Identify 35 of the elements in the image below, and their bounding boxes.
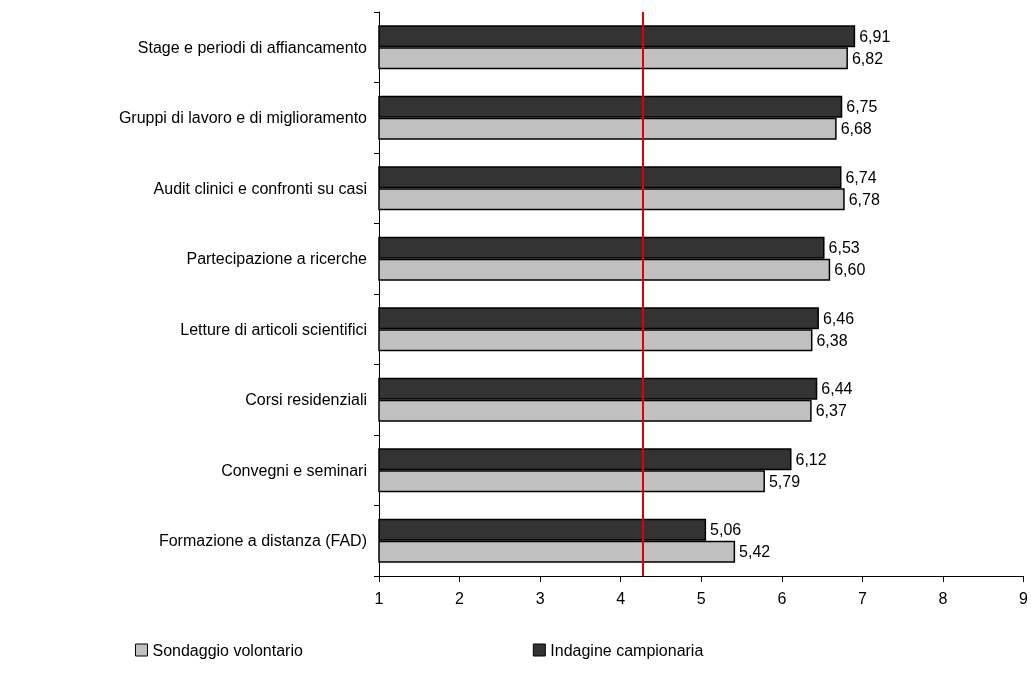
- data-label: 6,82: [851, 49, 884, 67]
- y-tick-label: Letture di articoli scientifici: [180, 320, 367, 338]
- x-tick-label: 6: [777, 589, 787, 607]
- data-label: 5,42: [739, 543, 771, 561]
- x-tick-label: 8: [938, 589, 948, 607]
- data-label: 6,53: [828, 239, 860, 257]
- y-tick-label: Corsi residenziali: [245, 391, 367, 409]
- legend-label: Indagine campionaria: [550, 641, 704, 659]
- data-label: 6,12: [795, 450, 827, 468]
- y-tick-label: Formazione a distanza (FAD): [158, 532, 367, 550]
- x-tick-label: 3: [535, 589, 545, 607]
- data-label: 6,68: [840, 120, 872, 138]
- data-label: 6,37: [815, 402, 847, 420]
- y-tick-label: Audit clinici e confronti su casi: [153, 179, 367, 197]
- y-tick-label: Gruppi di lavoro e di miglioramento: [118, 109, 368, 127]
- data-label: 5,06: [710, 521, 742, 539]
- y-tick-label: Partecipazione a ricerche: [186, 250, 368, 268]
- data-label: 6,78: [848, 190, 880, 208]
- data-label: 6,44: [821, 380, 853, 398]
- x-tick-label: 7: [857, 589, 867, 607]
- y-tick-label: Stage e periodi di affiancamento: [137, 38, 368, 56]
- x-tick-label: 1: [374, 589, 384, 607]
- data-label: 6,38: [816, 331, 848, 349]
- y-tick-label: Convegni e seminari: [221, 461, 367, 479]
- data-label: 6,60: [834, 261, 866, 279]
- data-label: 5,79: [768, 472, 801, 490]
- data-label: 6,74: [845, 168, 877, 186]
- data-label: 6,46: [822, 309, 855, 327]
- x-tick-label: 9: [1019, 589, 1029, 607]
- x-tick-label: 5: [696, 589, 706, 607]
- data-label: 6,91: [859, 27, 891, 45]
- legend-label: Sondaggio volontario: [152, 641, 303, 659]
- x-tick-label: 2: [455, 589, 465, 607]
- data-label: 6,75: [846, 98, 878, 116]
- x-tick-label: 4: [616, 589, 626, 607]
